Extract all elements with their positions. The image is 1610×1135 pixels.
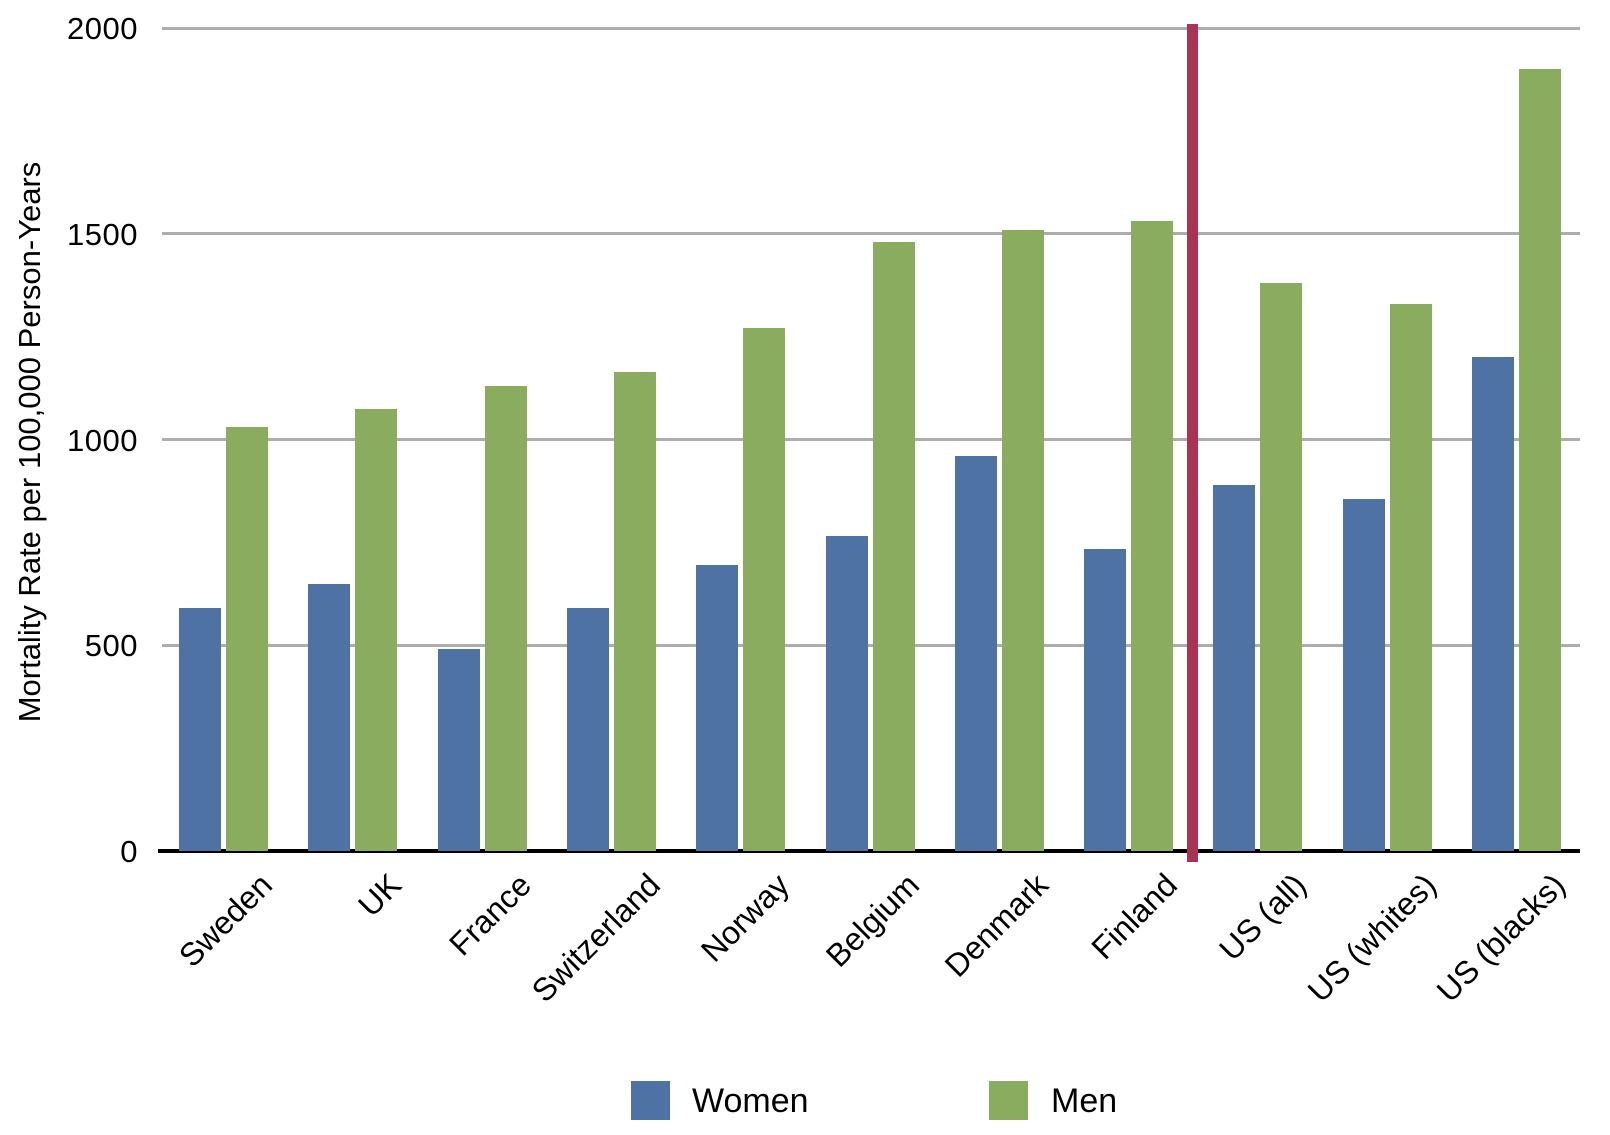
legend-swatch-men — [989, 1081, 1028, 1120]
gridline-1500 — [162, 232, 1580, 236]
bar-norway-women — [696, 565, 739, 851]
y-tick-label-1500: 1500 — [67, 216, 138, 252]
x-category-label-switzerland: Switzerland — [524, 866, 667, 1010]
bar-sweden-men — [226, 427, 268, 851]
bar-france-women — [437, 649, 480, 851]
x-category-label-belgium: Belgium — [818, 866, 926, 974]
bar-uk-men — [355, 408, 398, 851]
gridline-2000 — [162, 26, 1580, 30]
gridline-500 — [162, 643, 1580, 647]
bar-norway-men — [743, 328, 786, 851]
gridline-1000 — [162, 438, 1580, 441]
legend-label-women: Women — [692, 1082, 809, 1120]
bar-denmark-women — [954, 456, 997, 851]
x-category-label-france: France — [441, 866, 538, 963]
bar-belgium-men — [872, 242, 915, 851]
bar-finland-women — [1084, 548, 1127, 851]
bar-us-whites-women — [1342, 499, 1385, 851]
bar-france-men — [484, 386, 527, 851]
x-category-label-sweden: Sweden — [171, 866, 280, 974]
bar-denmark-men — [1001, 229, 1044, 851]
x-category-label-uk: UK — [351, 866, 409, 924]
bar-belgium-women — [825, 536, 868, 851]
x-category-label-finland: Finland — [1084, 866, 1185, 967]
bar-switzerland-women — [566, 608, 609, 851]
bar-sweden-women — [179, 608, 221, 851]
bar-us-all-women — [1213, 484, 1256, 851]
y-tick-label-0: 0 — [120, 834, 138, 869]
bar-us-blacks-women — [1472, 357, 1514, 851]
x-category-label-us-blacks: US (blacks) — [1429, 866, 1573, 1009]
y-tick-label-1000: 1000 — [67, 422, 138, 458]
bar-us-all-men — [1260, 283, 1303, 851]
x-category-label-denmark: Denmark — [937, 866, 1055, 984]
x-category-label-us-all: US (all) — [1212, 866, 1314, 968]
legend-label-men: Men — [1051, 1082, 1118, 1120]
y-tick-label-500: 500 — [84, 628, 138, 664]
bar-finland-men — [1131, 221, 1174, 851]
x-axis-line — [158, 849, 1580, 853]
us-europe-separator-line — [1187, 24, 1198, 862]
bar-us-blacks-men — [1519, 69, 1561, 851]
x-category-label-us-whites: US (whites) — [1300, 866, 1443, 1009]
x-category-label-norway: Norway — [694, 866, 797, 969]
bar-uk-women — [308, 583, 351, 851]
y-tick-label-2000: 2000 — [67, 11, 138, 46]
legend-swatch-women — [631, 1081, 670, 1120]
bar-us-whites-men — [1389, 303, 1432, 851]
bar-switzerland-men — [613, 371, 656, 851]
